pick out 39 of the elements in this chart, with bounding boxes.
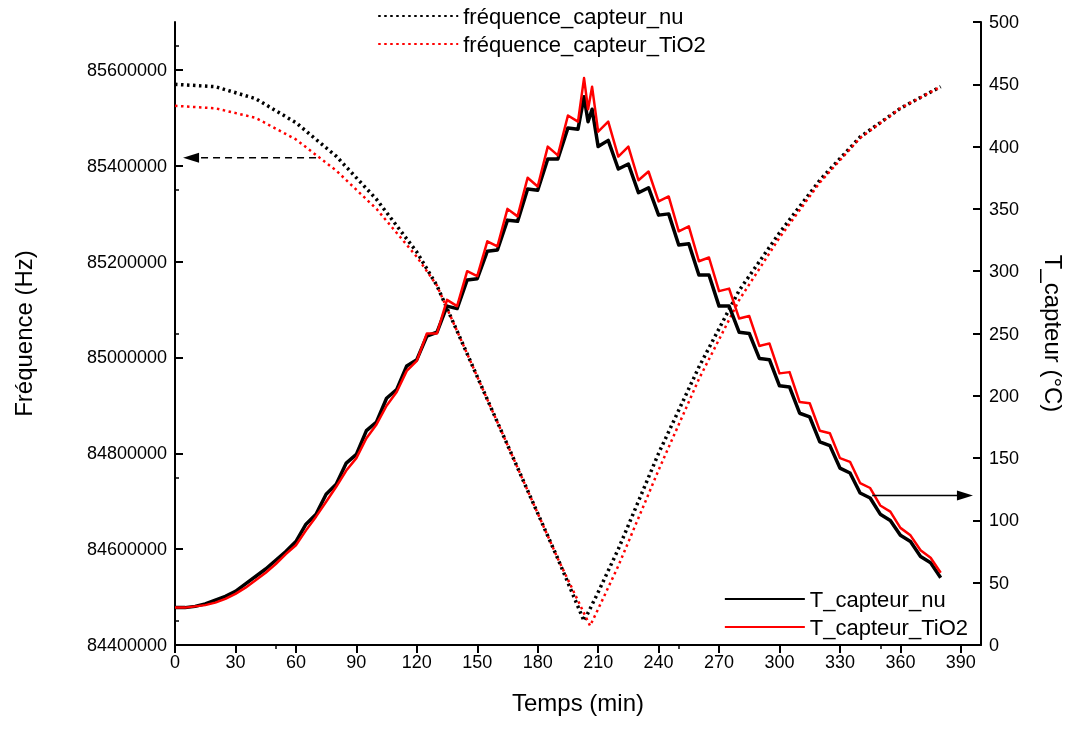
y-tick-label: 84600000 xyxy=(86,539,167,560)
y2-tick-label: 0 xyxy=(989,635,1000,655)
y2-tick-label: 250 xyxy=(989,323,1020,344)
y2-tick-label: 450 xyxy=(989,74,1020,95)
x-tick-label: 270 xyxy=(704,652,735,672)
x-tick-label: 180 xyxy=(522,652,553,672)
y2-tick-label: 300 xyxy=(989,261,1020,282)
legend-label: fréquence_capteur_TiO2 xyxy=(463,31,706,57)
legend-label: T_capteur_nu xyxy=(809,586,946,612)
x-axis-title: Temps (min) xyxy=(511,688,645,716)
x-tick-label: 300 xyxy=(764,652,795,672)
y2-tick-label: 100 xyxy=(989,510,1020,531)
x-tick-label: 0 xyxy=(169,652,181,672)
x-tick-label: 360 xyxy=(885,652,916,672)
y-tick-label: 85000000 xyxy=(86,347,167,368)
x-tick-label: 330 xyxy=(824,652,855,672)
y-tick-label: 85200000 xyxy=(86,251,167,272)
x-tick-label: 120 xyxy=(401,652,432,672)
x-tick-label: 390 xyxy=(945,652,976,672)
y2-tick-label: 500 xyxy=(989,12,1020,32)
x-tick-label: 60 xyxy=(285,652,306,672)
x-tick-label: 240 xyxy=(643,652,674,672)
y2-tick-label: 350 xyxy=(989,198,1020,219)
y-tick-label: 84800000 xyxy=(86,443,167,464)
y2-tick-label: 200 xyxy=(989,385,1020,406)
y2-axis-title: T_capteur (°C) xyxy=(1039,254,1067,413)
y-tick-label: 85600000 xyxy=(86,59,167,80)
y-tick-label: 85400000 xyxy=(86,155,167,176)
x-tick-label: 210 xyxy=(583,652,614,672)
y2-tick-label: 400 xyxy=(989,136,1020,157)
x-tick-label: 90 xyxy=(346,652,367,672)
legend-label: fréquence_capteur_nu xyxy=(463,3,684,29)
y-tick-label: 84400000 xyxy=(86,635,167,655)
y2-tick-label: 50 xyxy=(989,572,1010,593)
y2-tick-label: 150 xyxy=(989,448,1020,469)
x-tick-label: 30 xyxy=(225,652,246,672)
legend-label: T_capteur_TiO2 xyxy=(809,614,969,640)
y-axis-title: Fréquence (Hz) xyxy=(9,250,37,417)
x-tick-label: 150 xyxy=(462,652,493,672)
